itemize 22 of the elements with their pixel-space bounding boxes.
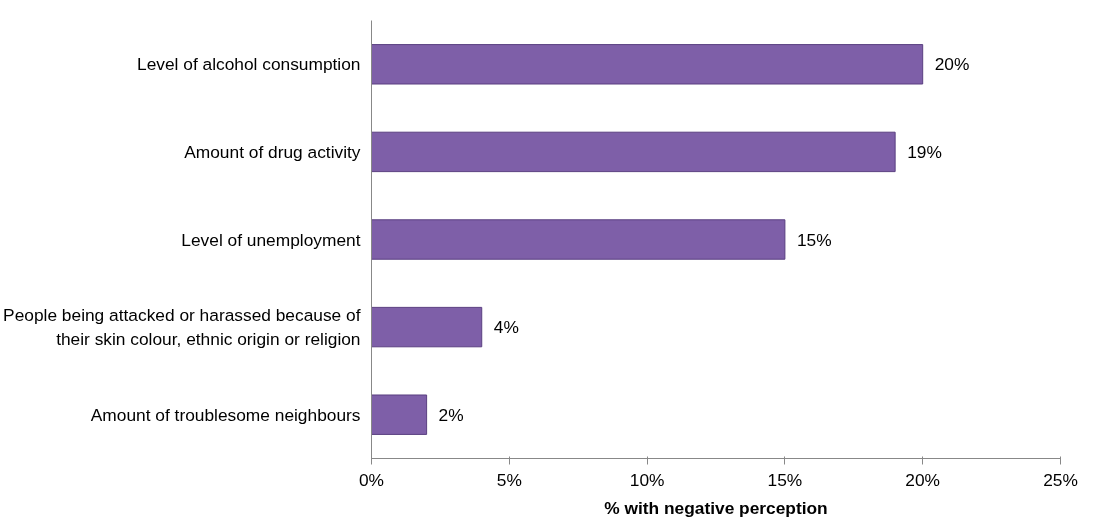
y-tick-label: Amount of drug activity [184, 141, 361, 162]
y-tick-label: Level of alcohol consumption [137, 54, 361, 75]
x-axis-title: % with negative perception [604, 497, 828, 518]
bar [371, 394, 428, 435]
data-label: 2% [438, 404, 464, 425]
y-tick-label: People being attacked or harassed because of their skin colour, ethnic origin or religion [3, 305, 361, 350]
bar [371, 219, 786, 260]
x-tick-label: 15% [767, 469, 803, 490]
data-label: 20% [934, 54, 970, 75]
x-tick-label: 0% [358, 469, 385, 490]
bar [371, 306, 483, 348]
y-tick-label: Level of unemployment [181, 229, 361, 250]
bar [371, 44, 924, 85]
x-tick-label: 10% [629, 469, 665, 490]
x-tick-label: 5% [496, 469, 522, 490]
data-label: 19% [907, 141, 942, 162]
x-tick-label: 25% [1043, 469, 1078, 490]
data-label: 15% [796, 229, 832, 250]
y-tick-label: Amount of troublesome neighbours [90, 404, 361, 425]
x-tick-label: 20% [905, 469, 941, 490]
data-label: 4% [493, 317, 519, 338]
bar [371, 131, 896, 173]
